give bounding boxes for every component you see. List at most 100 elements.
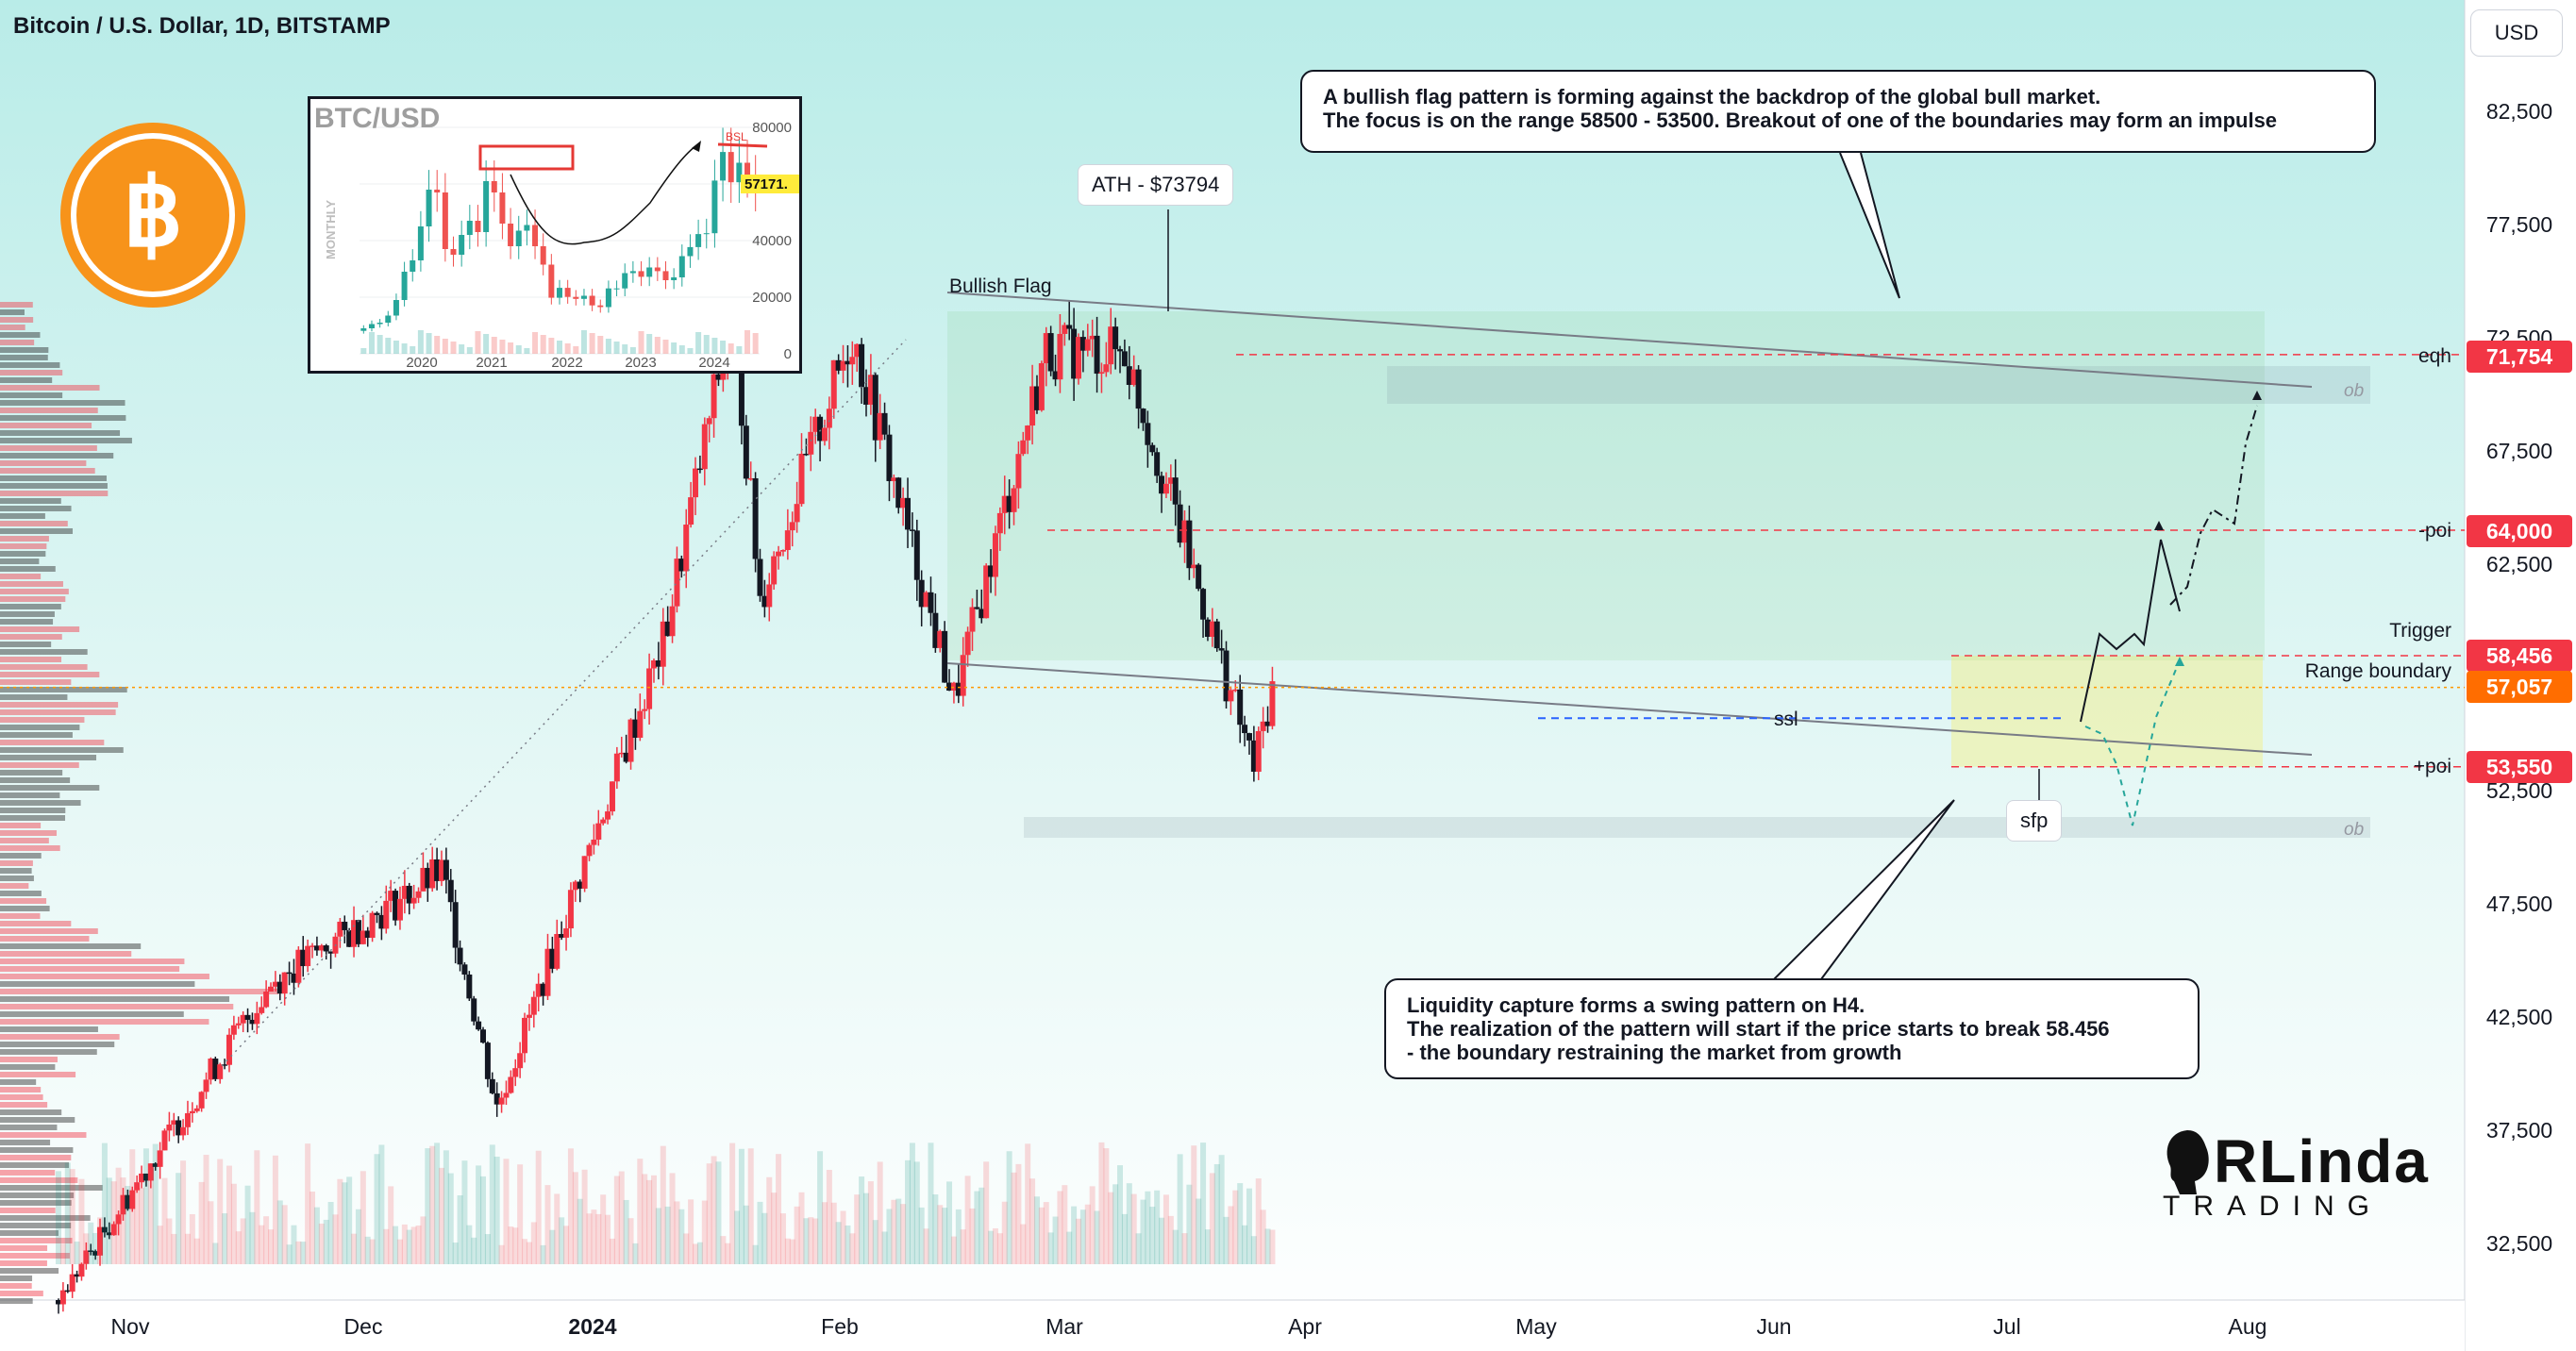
volume-bar [794,1206,800,1264]
volume-bar [323,1219,329,1264]
volume-profile-bar [0,936,90,942]
candle-body [1057,333,1063,380]
volume-bar [97,1217,104,1264]
callout-top: A bullish flag pattern is forming agains… [1300,70,2376,153]
volume-bar [291,1225,297,1264]
volume-bar [867,1181,874,1264]
inset-arc [510,145,696,245]
inset-volume [589,333,595,354]
volume-bar [355,1209,361,1264]
volume-profile-bar [0,332,41,338]
volume-bar [650,1175,657,1264]
candle-body [166,1124,173,1131]
volume-profile-bar [0,717,85,723]
volume-bar [1209,1173,1215,1264]
volume-bar [1011,1172,1017,1264]
inset-volume [654,337,661,354]
candle-body [845,360,851,365]
volume-bar [369,1239,376,1264]
volume-profile-bar [0,491,109,496]
inset-volume [564,343,571,354]
volume-profile-bar [0,634,62,640]
volume-bar [609,1238,615,1264]
volume-bar [401,1224,408,1264]
volume-bar [1159,1217,1165,1264]
volume-bar [101,1143,108,1264]
volume-profile-bar [0,1223,72,1228]
candle-body [743,425,749,479]
inset-volume [557,341,562,354]
candle-body [586,844,593,857]
volume-bar [1163,1194,1169,1264]
volume-profile-bar [0,672,100,677]
volume-bar [1084,1204,1091,1264]
inset-volume [662,340,669,354]
volume-bar [1025,1143,1031,1264]
volume-profile-bar [0,1011,184,1017]
candle-body [1218,648,1225,651]
candle-body [97,1226,104,1256]
volume-bar [1066,1231,1073,1264]
candle-body [378,914,385,929]
candle-body [942,630,948,683]
volume-bar [1255,1178,1262,1264]
price-tag [2467,341,2572,373]
candle-body [937,630,944,648]
candle-body [642,709,648,711]
candle-body [1047,333,1054,372]
volume-profile-bar [0,1019,209,1025]
volume-bar [152,1143,159,1264]
inset-bsl-line [717,142,768,148]
sfp-label: sfp [2006,800,2063,842]
time-tick-label: Apr [1288,1314,1322,1339]
volume-bar [581,1169,588,1264]
volume-profile-bar [0,1026,98,1032]
volume-bar [988,1230,995,1264]
candle-body [891,477,897,481]
inset-candle [450,249,457,255]
inset-x-label: 2020 [406,355,437,371]
candle-body [683,525,690,572]
candle-body [960,655,966,696]
inset-candle [557,288,562,298]
volume-profile-bar [0,1208,56,1213]
volume-bar [59,1243,66,1264]
candle-body [129,1190,136,1209]
volume-bar [193,1238,200,1264]
candle-body [69,1274,75,1293]
volume-bar [171,1233,177,1264]
candle-body [157,1150,163,1167]
candle-body [120,1194,126,1215]
candle-body [1020,440,1027,455]
candle-body [254,1012,260,1025]
volume-profile-bar [0,838,49,843]
volume-bar [351,1233,358,1264]
candle-body [955,682,962,696]
currency-button[interactable]: USD [2470,9,2563,57]
candle-body [480,1029,487,1043]
inset-candle [548,264,555,298]
time-tick-label: Aug [2229,1314,2267,1339]
volume-bar [974,1191,980,1264]
candle-body [139,1173,145,1183]
volume-bar [115,1167,122,1264]
volume-profile-bar [0,611,55,617]
inset-volume [638,331,644,354]
inset-volume [580,330,587,354]
volume-bar [184,1233,191,1264]
volume-profile-bar [0,898,47,904]
inset-candle [728,152,734,183]
volume-profile-bar [0,347,49,353]
volume-bar [905,1159,912,1264]
volume-profile-bar [0,1170,56,1176]
linda-trading-logo: RLinda TRADING [2159,1123,2428,1226]
volume-bar [761,1212,768,1264]
volume-profile-bar [0,1230,59,1236]
volume-bar [660,1145,666,1264]
volume-profile-bar [0,1185,103,1191]
candle-body [193,1108,200,1111]
volume-bar [701,1200,708,1264]
volume-profile-bar [0,423,92,428]
volume-profile-bar [0,377,53,383]
volume-profile-bar [0,1276,33,1281]
